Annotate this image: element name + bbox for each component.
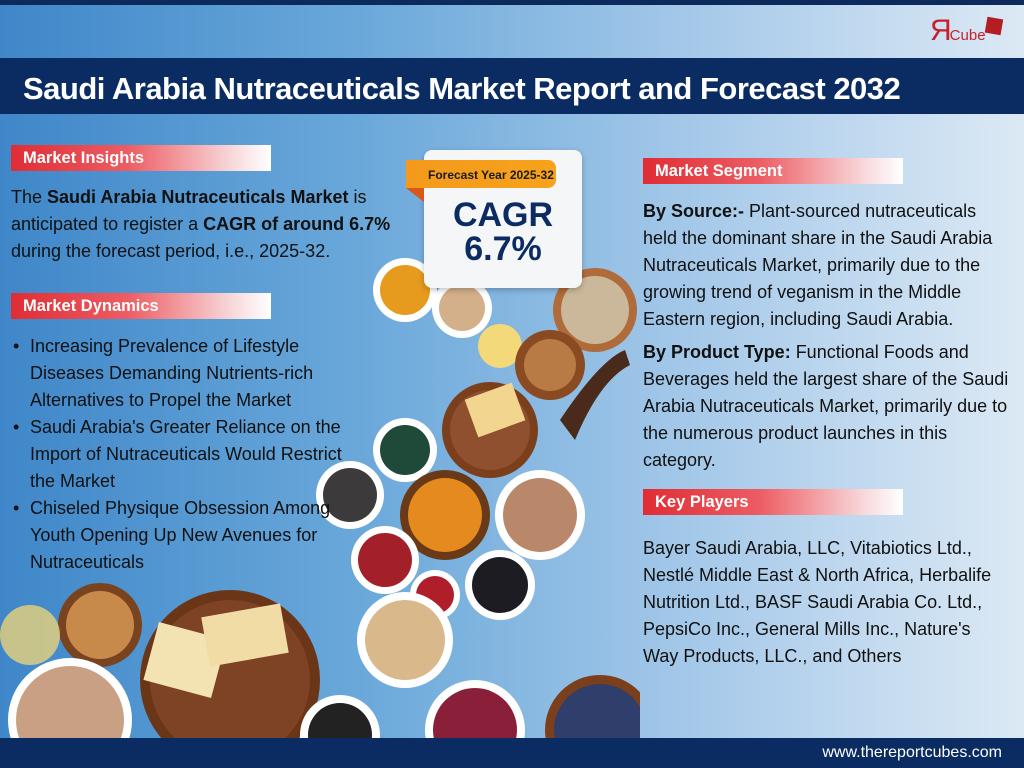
key-players-heading: Key Players (643, 489, 903, 515)
market-insights-heading: Market Insights (11, 145, 271, 171)
by-product-type-text: By Product Type: Functional Foods and Be… (643, 342, 1009, 470)
bowls (0, 258, 640, 738)
cagr-percent: 6.7% (464, 230, 542, 268)
website-link[interactable]: www.thereportcubes.com (822, 744, 1002, 761)
top-border (0, 0, 1024, 5)
market-segment-heading: Market Segment (643, 158, 903, 184)
ribbon-fold (406, 188, 424, 202)
list-item: Chiseled Physique Obsession Among Youth … (11, 495, 351, 576)
forecast-year-ribbon: Forecast Year 2025-32 (406, 160, 556, 188)
market-dynamics-heading: Market Dynamics (11, 293, 271, 319)
list-item: Increasing Prevalence of Lifestyle Disea… (11, 333, 351, 414)
logo: ЯCube (930, 14, 1004, 48)
key-players-text: Bayer Saudi Arabia, LLC, Vitabiotics Ltd… (643, 538, 992, 666)
list-item: Saudi Arabia's Greater Reliance on the I… (11, 414, 351, 495)
cagr-label: CAGR (452, 196, 554, 234)
market-insights-text: The Saudi Arabia Nutraceuticals Market i… (11, 187, 391, 261)
market-dynamics-list: Increasing Prevalence of Lifestyle Disea… (11, 333, 351, 576)
footer: www.thereportcubes.com (0, 738, 1024, 768)
page-title: Saudi Arabia Nutraceuticals Market Repor… (0, 58, 1024, 114)
by-source-text: By Source:- Plant-sourced nutraceuticals… (643, 201, 993, 329)
cagr-value: CAGR 6.7% (424, 198, 582, 266)
food-illustration (0, 258, 640, 738)
